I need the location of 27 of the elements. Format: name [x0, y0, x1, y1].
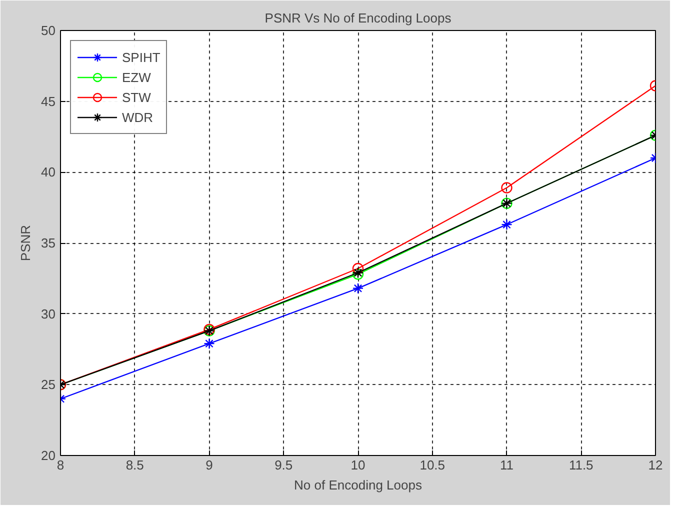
y-tick-label: 20 [41, 448, 56, 463]
point [204, 338, 215, 350]
y-axis-title: PSNR [18, 224, 34, 262]
point [501, 218, 512, 230]
y-tick-label: 45 [41, 94, 56, 109]
point [352, 282, 364, 294]
y-tick-label: 30 [41, 306, 56, 322]
legend-label: WDR [122, 110, 154, 124]
y-tick-label: 50 [41, 23, 56, 38]
legend-label: STW [122, 90, 151, 104]
chart-title: PSNR Vs No of Encoding Loops [264, 10, 452, 26]
x-tick-label: 10 [350, 458, 366, 472]
x-tick-label: 9.5 [274, 458, 293, 472]
x-tick-label: 9 [206, 458, 213, 472]
x-tick-label: 8.5 [126, 458, 144, 472]
x-tick-label: 10.5 [420, 458, 446, 472]
y-tick-label: 40 [41, 164, 56, 180]
legend-label: EZW [122, 70, 151, 84]
x-tick-label: 11.5 [568, 458, 594, 472]
x-tick-label: 12 [648, 458, 663, 472]
point [501, 182, 512, 194]
y-tick-label: 25 [41, 377, 56, 392]
y-tick-label: 35 [41, 236, 56, 250]
x-tick-label: 8 [56, 458, 64, 472]
legend-label: SPIHT [122, 50, 160, 64]
x-tick-label: 11 [500, 458, 514, 472]
x-axis-title: No of Encoding Loops [294, 478, 422, 492]
